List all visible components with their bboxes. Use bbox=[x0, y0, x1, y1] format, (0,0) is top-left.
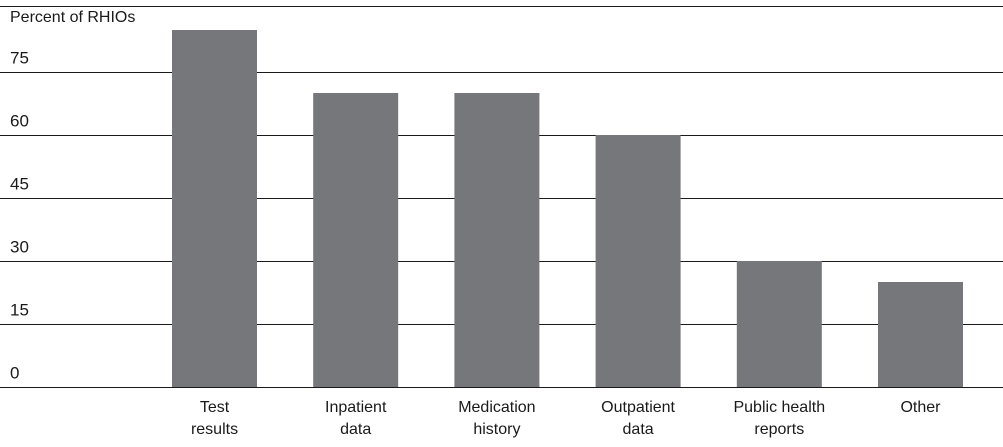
x-category-label-0: Test results bbox=[191, 399, 238, 438]
y-tick-75: 75 bbox=[10, 49, 29, 68]
y-axis-label: Percent of RHIOs bbox=[10, 9, 135, 26]
bar-3 bbox=[595, 135, 681, 387]
x-category-label-0-line-0: Test bbox=[200, 399, 230, 416]
x-category-label-4-line-0: Public health bbox=[733, 399, 825, 416]
x-category-label-4: Public health reports bbox=[733, 399, 825, 438]
x-category-label-1: Inpatient data bbox=[325, 399, 387, 438]
y-tick-0: 0 bbox=[10, 364, 19, 383]
x-category-label-4-line-1: reports bbox=[754, 421, 804, 438]
x-category-label-2: Medication history bbox=[458, 399, 535, 438]
x-category-label-2-line-0: Medication bbox=[458, 399, 535, 416]
x-category-labels: Test results Inpatient data Medication histor… bbox=[191, 399, 941, 438]
y-tick-45: 45 bbox=[10, 175, 29, 194]
bar-0 bbox=[172, 30, 257, 387]
x-category-label-5: Other bbox=[900, 399, 941, 416]
x-category-label-3-line-1: data bbox=[623, 421, 654, 438]
bars bbox=[172, 30, 963, 387]
x-category-label-1-line-1: data bbox=[340, 421, 371, 438]
bar-4 bbox=[736, 261, 822, 387]
bar-1 bbox=[313, 93, 399, 387]
y-tick-60: 60 bbox=[10, 112, 29, 131]
x-category-label-5-line-0: Other bbox=[900, 399, 941, 416]
x-category-label-1-line-0: Inpatient bbox=[325, 399, 387, 416]
bar-5 bbox=[878, 282, 963, 387]
bar-2 bbox=[454, 93, 540, 387]
y-tick-15: 15 bbox=[10, 301, 29, 320]
x-category-label-0-line-1: results bbox=[191, 421, 238, 438]
x-category-label-3: Outpatient data bbox=[601, 399, 675, 438]
y-tick-30: 30 bbox=[10, 238, 29, 257]
y-tick-labels: 0 15 30 45 60 75 bbox=[10, 49, 29, 383]
x-category-label-2-line-1: history bbox=[473, 421, 520, 438]
x-category-label-3-line-0: Outpatient bbox=[601, 399, 675, 416]
